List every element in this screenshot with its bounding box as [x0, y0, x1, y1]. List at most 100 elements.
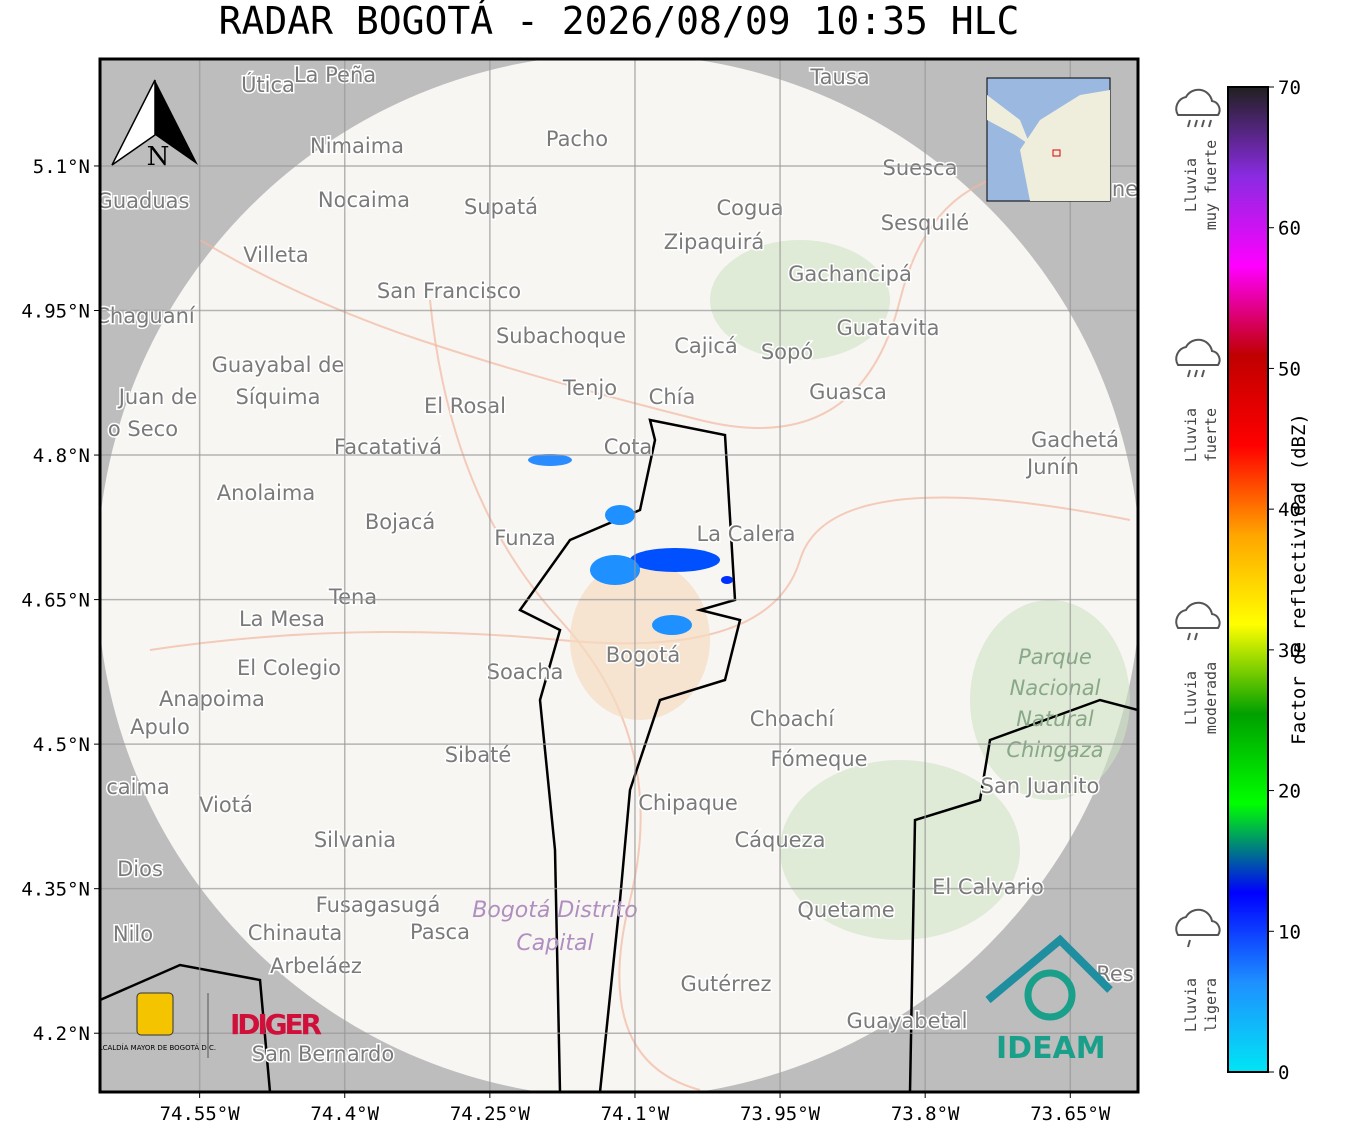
- place-label: Guayabal de: [212, 353, 345, 377]
- rain-label: Lluvia: [1182, 408, 1200, 462]
- colorbar: [1227, 86, 1269, 1073]
- place-label: Cogua: [716, 196, 783, 220]
- rain-drop: [1201, 369, 1205, 378]
- park-label: Natural: [1016, 707, 1094, 731]
- ideam-roof: [985, 934, 1113, 1004]
- axes: 74.55°W 74.4°W 74.25°W 74.1°W 73.95°W 73.8°W 7…: [21, 156, 1111, 1125]
- place-label: Pasca: [410, 920, 470, 944]
- place-label: Dios: [117, 857, 163, 881]
- place-label: Anolaima: [217, 481, 315, 505]
- y-tick-label: 4.95°N: [21, 301, 90, 323]
- rain-label: fuerte: [1202, 408, 1220, 462]
- place-label: Nilo: [113, 922, 153, 946]
- place-label: Quetame: [797, 898, 894, 922]
- place-label: Subachoque: [496, 324, 626, 348]
- place-label: San Juanito: [981, 774, 1100, 798]
- place-label: Viotá: [199, 793, 253, 817]
- place-label: Zipaquirá: [664, 230, 764, 254]
- place-label: Pacho: [546, 127, 608, 151]
- rain-label: moderada: [1202, 662, 1220, 734]
- place-label: Sibaté: [445, 743, 512, 767]
- place-label: Gachetá: [1031, 428, 1119, 452]
- rain-label: muy fuerte: [1202, 140, 1220, 230]
- inset-marker: [1052, 149, 1061, 157]
- logos: ALCALDÍA MAYOR DE BOGOTÁ D.C. IDIGER IDE…: [100, 934, 1113, 1066]
- place-label: Nimaima: [310, 134, 404, 158]
- place-label: Soacha: [487, 660, 564, 684]
- place-label: Fusagasugá: [316, 893, 441, 917]
- place-label: San Francisco: [377, 279, 521, 303]
- colorbar-ticks: 0 10 20 30 40 50 60 70: [1268, 77, 1301, 1084]
- road: [429, 299, 701, 1091]
- rain-drop: [1208, 119, 1212, 128]
- place-label: Funza: [494, 526, 555, 550]
- ideam-label: IDEAM: [996, 1031, 1106, 1066]
- x-tick-label: 74.55°W: [160, 1103, 241, 1125]
- road: [199, 171, 1101, 429]
- cloud-icon: [1175, 88, 1221, 116]
- echo: [630, 548, 720, 572]
- place-label: Guasca: [809, 380, 887, 404]
- place-label: Guayabetal: [847, 1009, 968, 1033]
- x-tick-label: 73.65°W: [1030, 1103, 1111, 1125]
- cloud-icon: [1175, 601, 1221, 629]
- x-tick-label: 74.4°W: [310, 1103, 379, 1125]
- place-label: Suesca: [883, 156, 958, 180]
- district-label: Bogotá Distrito: [472, 898, 637, 923]
- place-label: Apulo: [130, 715, 190, 739]
- cloud-icon: [1175, 338, 1221, 366]
- place-label: El Rosal: [424, 394, 506, 418]
- colorbar-tick-label: 60: [1278, 218, 1301, 240]
- map-frame: [98, 57, 1140, 1094]
- colorbar-tick-label: 30: [1278, 640, 1301, 662]
- rain-label: Lluvia: [1182, 671, 1200, 725]
- place-label: Supatá: [464, 195, 538, 219]
- rain-label: Lluvia: [1182, 158, 1200, 212]
- colorbar-tick-label: 40: [1278, 499, 1301, 521]
- cloud-icon: [1175, 908, 1221, 936]
- place-label: Chaguaní: [95, 304, 196, 328]
- place-label: Anapoima: [159, 687, 265, 711]
- rain-drop: [1194, 369, 1198, 378]
- place-label: Tausa: [809, 65, 869, 89]
- place-label: Bogotá: [606, 643, 681, 667]
- alcaldia-shield: [136, 992, 174, 1036]
- district-label: Capital: [516, 931, 593, 956]
- idiger-label: IDIGER: [230, 1008, 322, 1041]
- rain-drop: [1194, 119, 1198, 128]
- place-label: Arbeláez: [270, 954, 362, 978]
- rain-label: Lluvia: [1182, 978, 1200, 1032]
- place-label: Guaduas: [97, 189, 190, 213]
- place-label: Gachancipá: [788, 262, 912, 286]
- urban: [570, 560, 710, 720]
- place-label: Chía: [649, 385, 696, 409]
- x-tick-label: 74.25°W: [450, 1103, 531, 1125]
- place-label: Silvania: [314, 828, 396, 852]
- place-label: San Bernardo: [252, 1042, 394, 1066]
- y-tick-label: 5.1°N: [33, 156, 90, 178]
- place-label: Juan de: [117, 385, 198, 409]
- place-label: Tenjo: [562, 376, 617, 400]
- inset-land: [1020, 90, 1110, 201]
- title: RADAR BOGOTÁ - 2026/08/09 10:35 HLC: [219, 0, 1020, 43]
- rain-drop: [1187, 939, 1191, 948]
- colorbar-tick-label: 10: [1278, 921, 1301, 943]
- park-label: Nacional: [1010, 676, 1101, 700]
- x-tick-label: 74.1°W: [601, 1103, 670, 1125]
- inset-land: [987, 95, 1030, 145]
- place-label: ne: [1112, 177, 1138, 201]
- north-arrow-right: [155, 80, 198, 165]
- echo: [605, 505, 635, 525]
- place-label: El Calvario: [932, 875, 1044, 899]
- place-label: Bojacá: [365, 510, 435, 534]
- place-label: Choachí: [750, 707, 836, 731]
- place-label: Nocaima: [318, 188, 410, 212]
- echo: [721, 576, 733, 584]
- place-label: Gutérrez: [680, 972, 771, 996]
- north-arrow: N: [111, 79, 198, 172]
- place-label: Útica: [241, 72, 295, 97]
